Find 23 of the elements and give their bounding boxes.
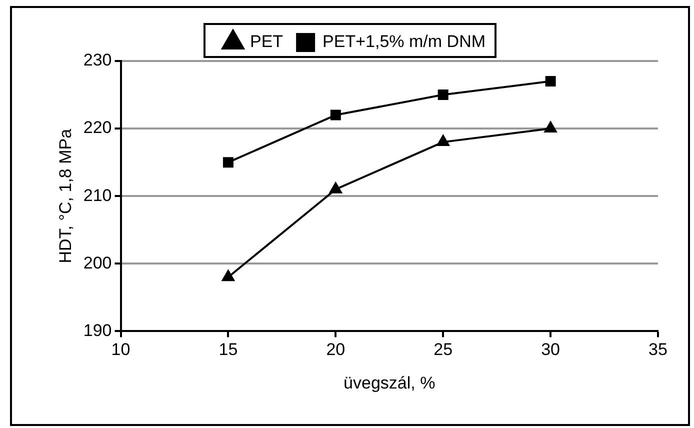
point [545, 76, 556, 87]
point [222, 157, 234, 168]
y-tick-label: 200 [83, 253, 112, 272]
x-tick-label: 20 [326, 340, 346, 360]
x-tick-label: 25 [434, 340, 453, 360]
y-tick-label: 210 [83, 186, 112, 205]
y-tick-label: 190 [83, 320, 112, 340]
x-tick-label: 35 [648, 340, 668, 360]
point [438, 90, 448, 100]
point [436, 135, 450, 146]
point [329, 182, 342, 194]
y-axis-title: HDT, °C, 1,8 MPa [56, 128, 75, 264]
x-tick-label: 15 [218, 340, 238, 360]
point [222, 270, 234, 282]
legend-label: PET [250, 32, 284, 52]
x-axis-title: üvegszál, % [344, 373, 436, 392]
legend-label: PET+1,5% m/m DNM [322, 32, 486, 52]
x-tick-label: 10 [111, 340, 130, 360]
x-tick-label: 30 [541, 340, 560, 360]
y-tick-label: 230 [83, 50, 112, 70]
point [544, 122, 557, 133]
y-tick-label: 220 [83, 118, 112, 138]
point [330, 110, 341, 120]
